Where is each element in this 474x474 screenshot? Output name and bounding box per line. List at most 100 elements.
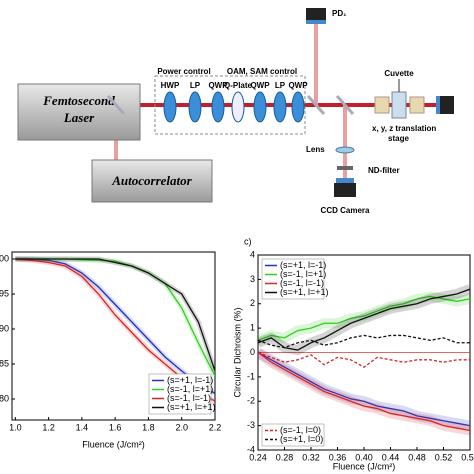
x-tick-label: 1.4 <box>76 422 89 432</box>
lens-mount <box>409 96 425 114</box>
y-tick-label: 3 <box>250 274 255 284</box>
legend-label: (s=+1, l=0) <box>280 434 323 444</box>
optic-label: QWP <box>288 81 308 90</box>
optic <box>163 91 177 123</box>
x-tick-label: 2.2 <box>209 422 222 432</box>
laser-label: Laser <box>63 110 95 125</box>
y-tick-label: 95 <box>0 288 9 298</box>
series-line <box>258 334 470 349</box>
optic <box>273 91 287 123</box>
legend-label: (s=-1, l=0) <box>280 425 321 435</box>
y-tick-label: 85 <box>0 358 9 368</box>
optic-label: LP <box>190 81 201 90</box>
y-tick-label: 90 <box>0 323 9 333</box>
camera <box>334 183 356 197</box>
series-line <box>258 351 470 432</box>
legend-label: (s=+1, l=-1) <box>280 260 326 270</box>
setup-diagram: Femtosecond Laser Autocorrelator Power c… <box>17 8 454 215</box>
camera-label: CCD Camera <box>321 206 370 215</box>
lens-mount <box>374 96 390 114</box>
cuvette-label: Cuvette <box>384 69 414 78</box>
y-tick-label: -4 <box>247 444 255 454</box>
optic <box>231 91 245 123</box>
y-tick-label: -1 <box>247 371 255 381</box>
photodiode <box>306 8 326 22</box>
optic <box>211 91 225 123</box>
stage-label: x, y, z translation <box>372 124 436 133</box>
optic-label: LP <box>275 81 286 90</box>
legend-label: (s=+1, l=+1) <box>167 402 216 412</box>
nd-filter-label: ND-filter <box>368 166 400 175</box>
plot-frame <box>11 251 216 421</box>
y-tick-label: 2 <box>250 298 255 308</box>
x-tick-label: 2.0 <box>175 422 188 432</box>
x-tick-label: 1.0 <box>9 422 22 432</box>
y-tick-label: -3 <box>247 420 255 430</box>
series-line <box>258 295 470 341</box>
laser-label: Femtosecond <box>42 93 115 108</box>
chart: 0.24 0.28 0.32 0.36 0.40 0.44 0.48 0.52 0.56 -4 -3… <box>232 236 474 471</box>
beam-splitter <box>306 95 326 115</box>
x-axis-label: Fluence (J/cm²) <box>82 439 145 449</box>
autocorrelator-box <box>91 159 213 203</box>
y-tick-label: 100 <box>0 253 9 263</box>
x-tick-label: 0.24 <box>249 452 267 462</box>
x-tick-label: 0.52 <box>435 452 453 462</box>
x-tick-label: 0.28 <box>276 452 294 462</box>
lens <box>335 146 355 154</box>
photodiode <box>306 20 326 24</box>
optic-label: Q-Plate <box>224 81 253 90</box>
legend-label: (s=+1, l=+1) <box>280 287 329 297</box>
optic-label: QWP <box>250 81 270 90</box>
laser-box <box>17 83 141 141</box>
y-tick-label: 1 <box>250 323 255 333</box>
legend-label: (s=-1, l=-1) <box>280 278 324 288</box>
x-tick-label: 1.8 <box>142 422 155 432</box>
x-tick-label: 0.40 <box>355 452 373 462</box>
optics-box <box>154 75 306 135</box>
legend-box <box>261 423 325 447</box>
optic <box>188 91 202 123</box>
y-axis-label: Circular Dichroism (%) <box>232 307 242 397</box>
series-line <box>15 258 215 372</box>
optic <box>253 91 267 123</box>
y-tick-label: 0 <box>250 347 255 357</box>
series-line <box>258 351 470 427</box>
detector <box>436 96 440 114</box>
chart-title: c) <box>244 236 252 246</box>
series-line <box>258 351 470 368</box>
y-tick-label: 80 <box>0 393 9 403</box>
optic-label: QWP <box>208 81 228 90</box>
beam-splitter <box>335 95 355 115</box>
series-line <box>258 288 470 351</box>
chart: 1.0 1.2 1.4 1.6 1.8 2.0 2.2 80 85 90 95 100 Fluence … <box>0 251 222 449</box>
x-tick-label: 0.36 <box>329 452 347 462</box>
legend-label: (s=-1, l=+1) <box>280 269 326 279</box>
detector <box>440 96 454 114</box>
legend-label: (s=-1, l=-1) <box>167 393 211 403</box>
group-label: Power control <box>157 67 210 76</box>
x-tick-label: 0.48 <box>408 452 426 462</box>
error-band <box>258 348 470 431</box>
error-band <box>258 348 470 436</box>
series-line <box>15 258 215 394</box>
camera <box>336 178 354 183</box>
legend-label: (s=-1, l=+1) <box>167 384 213 394</box>
group-label: OAM, SAM control <box>227 67 297 76</box>
optic-label: HWP <box>161 81 180 90</box>
autocorrelator-label: Autocorrelator <box>111 173 192 188</box>
cuvette <box>391 91 407 119</box>
optic <box>291 91 305 123</box>
y-tick-label: -2 <box>247 396 255 406</box>
x-tick-label: 0.32 <box>302 452 320 462</box>
photodiode-label: PD₁ <box>332 9 347 18</box>
lens-label: Lens <box>306 145 325 154</box>
stage-label: stage <box>388 134 409 143</box>
x-tick-label: 1.6 <box>109 422 122 432</box>
beam-splitter <box>106 95 126 115</box>
x-tick-label: 0.56 <box>461 452 474 462</box>
x-axis-label: Fluence (J/cm²) <box>333 461 396 471</box>
nd-filter <box>337 166 353 170</box>
